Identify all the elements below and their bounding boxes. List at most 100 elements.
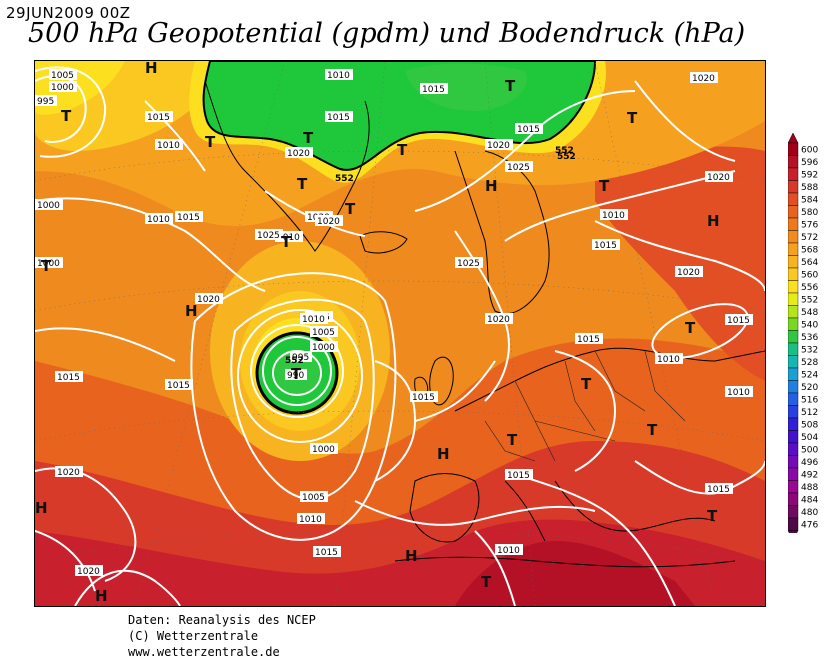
legend-arrow-top (788, 133, 799, 144)
isobar-label-bg (705, 483, 733, 494)
isobar-label-bg (420, 83, 448, 94)
isobar-label-bg (275, 231, 303, 242)
pressure-centers: H H H H H H H H T T T T T T T T T T T T T T T T T T (35, 61, 720, 605)
isobar-label-bg (49, 81, 77, 92)
isobar-1000 (250, 324, 344, 418)
isobar-label: 1015 (147, 113, 170, 123)
legend-swatch (788, 430, 799, 444)
isobar-label: 1000 (51, 83, 74, 93)
legend-swatch (788, 417, 799, 431)
isobar-label: 995 (292, 353, 309, 363)
isobar-label: 1015 (707, 485, 730, 495)
legend-value: 588 (801, 183, 818, 193)
legend-swatch (788, 192, 799, 206)
isobar-label-bg (49, 69, 77, 80)
isobar-1010-north (35, 197, 266, 292)
legend-swatch (788, 255, 799, 269)
credits-copyright: (C) Wetterzentrale (128, 629, 259, 643)
low-pressure-marker: T (481, 573, 492, 591)
isobar-label: 1015 (57, 373, 80, 383)
isobar-label-bg (515, 123, 543, 134)
low-pressure-marker: T (507, 431, 518, 449)
legend-swatch (788, 467, 799, 481)
high-pressure-marker: H (145, 61, 158, 77)
isobar-label: 1020 (487, 315, 510, 325)
isobar-label: 1020 (707, 173, 730, 183)
high-pressure-marker: H (707, 212, 720, 230)
africa-coast (394, 556, 736, 568)
isobar-label-bg (495, 544, 523, 555)
isobar-label-bg (155, 139, 183, 150)
isobar-label-bg (325, 69, 353, 80)
isobar-label: 1010 (157, 141, 180, 151)
legend-swatch (788, 455, 799, 469)
legend-value: 496 (801, 458, 818, 468)
iceland-coast (359, 231, 408, 254)
isobar-1010-east-low (651, 303, 749, 359)
isobar-label-bg (310, 443, 338, 454)
grid-line (35, 530, 765, 562)
legend-swatch (788, 180, 799, 194)
legend-value: 484 (801, 496, 818, 506)
legend-value: 504 (801, 433, 818, 443)
isobar-label: 1000 (37, 201, 60, 211)
isobar-label-bg (35, 257, 63, 268)
isobar-label: 1015 (727, 316, 750, 326)
isobar-label: 1025 (257, 231, 280, 241)
isobar-label: 1020 (677, 268, 700, 278)
legend-swatch (788, 292, 799, 306)
isobar-label-bg (145, 111, 173, 122)
low-pressure-marker: T (707, 507, 718, 525)
isobar-label: 1010 (299, 515, 322, 525)
isobar-label-bg (690, 72, 718, 83)
high-pressure-marker: H (405, 547, 418, 565)
geopotential-label: 552 (555, 146, 574, 156)
isobar-label-bg (313, 546, 341, 557)
isobar-label: 1010 (327, 71, 350, 81)
country-borders (484, 350, 686, 462)
legend-value: 572 (801, 233, 818, 243)
isobar-label: 1020 (77, 567, 100, 577)
legend-value: 508 (801, 421, 818, 431)
legend-arrow-bottom (788, 530, 799, 533)
isobar-1015-greenland (144, 100, 206, 172)
iberia-coast (409, 473, 480, 543)
legend-swatch (788, 342, 799, 356)
legend-swatch (788, 242, 799, 256)
isobar-1020-east (594, 220, 765, 292)
isobar-label: 1015 (577, 335, 600, 345)
isobar-label: 990 (287, 371, 304, 381)
geopotential-core-north (405, 63, 527, 111)
isobar-label-bg (285, 147, 313, 158)
isobar-label-bg (725, 386, 753, 397)
grid-line (35, 150, 765, 182)
isobar-label-bg (310, 326, 338, 337)
isobar-label: 1020 (57, 468, 80, 478)
isobar-label-bg (300, 491, 328, 502)
isobar-label-bg (455, 257, 483, 268)
isobar-label: 1020 (287, 149, 310, 159)
isobar-label: 995 (37, 97, 54, 107)
isobar-label-bg (725, 314, 753, 325)
grid-line (594, 61, 716, 606)
legend-value: 560 (801, 271, 818, 281)
date-label: 29JUN2009 00Z (6, 4, 131, 22)
grid-line (35, 280, 765, 312)
legend-swatch (788, 305, 799, 319)
legend-value: 592 (801, 171, 818, 181)
isobar-label-bg (505, 469, 533, 480)
legend-svg: 600 596 592 588 584 580 576 572 568 564 560 556 552 5… (788, 133, 818, 533)
isobar-label-bg (175, 211, 203, 222)
isobar-label-bg (485, 313, 513, 324)
legend-value: 528 (801, 358, 818, 368)
legend-swatch (788, 367, 799, 381)
isobar-label: 1010 (497, 546, 520, 556)
legend-value: 576 (801, 221, 818, 231)
legend-swatch (788, 505, 799, 519)
isobar-1015-south (354, 500, 596, 526)
isobar-label: 1010 (727, 388, 750, 398)
legend-swatch (788, 380, 799, 394)
legend-swatch (788, 442, 799, 456)
